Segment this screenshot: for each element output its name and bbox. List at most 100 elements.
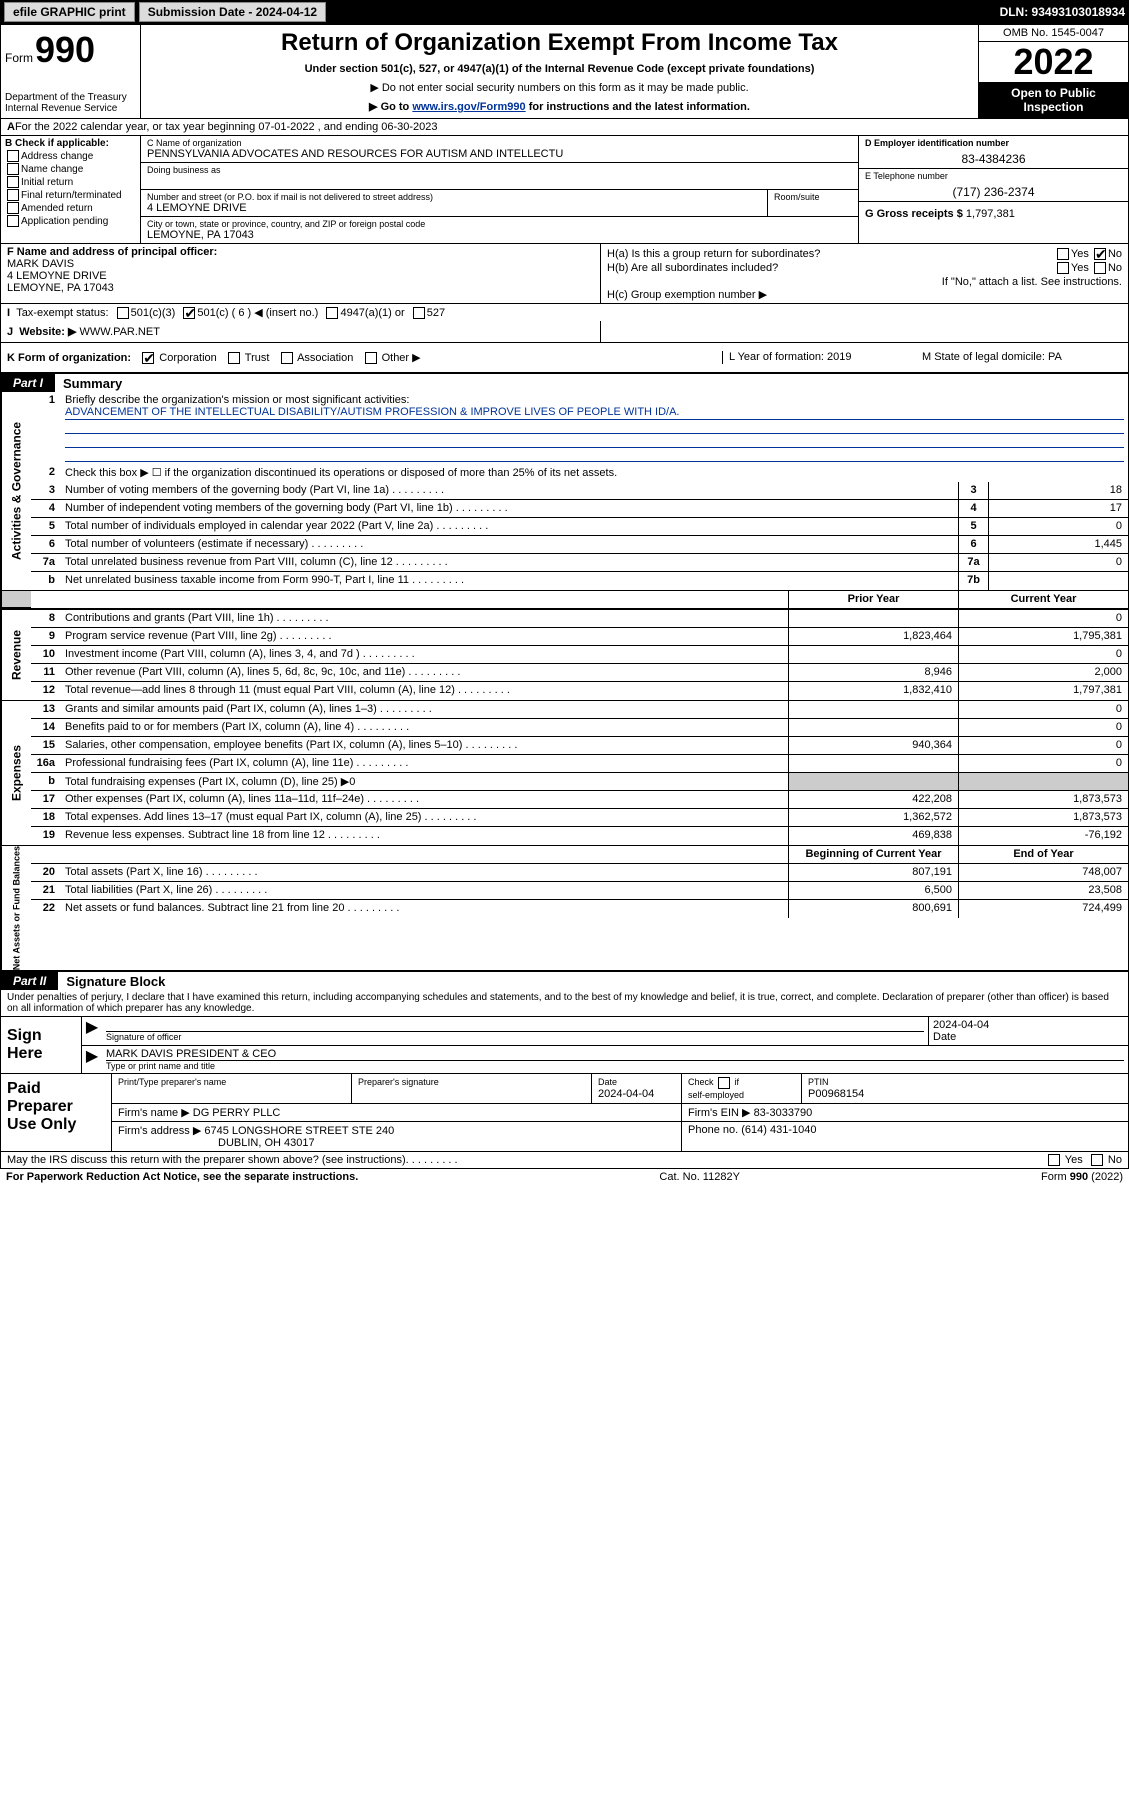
py-11: 8,946 [788, 664, 958, 681]
gov-val-4: 17 [988, 500, 1128, 517]
line-a: A For the 2022 calendar year, or tax yea… [0, 119, 1129, 136]
omb-number: OMB No. 1545-0047 [979, 25, 1128, 42]
dln-text: DLN: 93493103018934 [1000, 5, 1125, 19]
py-8 [788, 610, 958, 627]
firm-address: 6745 LONGSHORE STREET STE 240 [204, 1125, 394, 1137]
tab-net-assets: Net Assets or Fund Balances [1, 846, 31, 970]
py-15: 940,364 [788, 737, 958, 754]
gov-val-7b [988, 572, 1128, 590]
block-b: B Check if applicable: Address change Na… [1, 136, 141, 243]
checkbox-hb-no[interactable] [1094, 262, 1106, 274]
py-12: 1,832,410 [788, 682, 958, 700]
part2-header: Part II [1, 972, 58, 990]
cy-16a: 0 [958, 755, 1128, 772]
line-k-l-m: K Form of organization: Corporation Trus… [0, 343, 1129, 373]
checkbox-other[interactable] [365, 352, 377, 364]
submission-date-button[interactable]: Submission Date - 2024-04-12 [139, 2, 326, 22]
cy-22: 724,499 [958, 900, 1128, 918]
signature-block: Under penalties of perjury, I declare th… [0, 990, 1129, 1152]
cy-20: 748,007 [958, 864, 1128, 881]
checkbox-app-pending[interactable] [7, 215, 19, 227]
checkbox-corp[interactable] [142, 352, 154, 364]
block-c: C Name of organization PENNSYLVANIA ADVO… [141, 136, 858, 243]
cy-12: 1,797,381 [958, 682, 1128, 700]
dept-treasury: Department of the TreasuryInternal Reven… [5, 92, 136, 114]
checkbox-527[interactable] [413, 307, 425, 319]
col-current-year: Current Year [958, 591, 1128, 608]
checkbox-hb-yes[interactable] [1057, 262, 1069, 274]
org-name: PENNSYLVANIA ADVOCATES AND RESOURCES FOR… [147, 148, 852, 160]
py-20: 807,191 [788, 864, 958, 881]
tab-governance: Activities & Governance [1, 392, 31, 590]
street-address: 4 LEMOYNE DRIVE [147, 202, 761, 214]
efile-print-button[interactable]: efile GRAPHIC print [4, 2, 135, 22]
line-j: J Website: ▶ WWW.PAR.NET [1, 321, 601, 342]
checkbox-ha-yes[interactable] [1057, 248, 1069, 260]
checkbox-501c3[interactable] [117, 307, 129, 319]
block-h: H(a) Is this a group return for subordin… [601, 244, 1128, 303]
checkbox-address-change[interactable] [7, 150, 19, 162]
may-irs-discuss: May the IRS discuss this return with the… [0, 1152, 1129, 1169]
mission-text: ADVANCEMENT OF THE INTELLECTUAL DISABILI… [65, 406, 1124, 420]
py-13 [788, 701, 958, 718]
checkbox-self-employed[interactable] [718, 1077, 730, 1089]
checkbox-amended[interactable] [7, 202, 19, 214]
cy-10: 0 [958, 646, 1128, 663]
summary-section: Activities & Governance 1 Briefly descri… [0, 392, 1129, 971]
cy-13: 0 [958, 701, 1128, 718]
cy-21: 23,508 [958, 882, 1128, 899]
open-inspection: Open to PublicInspection [979, 82, 1128, 118]
gov-val-3: 18 [988, 482, 1128, 499]
cy-17: 1,873,573 [958, 791, 1128, 808]
checkbox-501c[interactable] [183, 307, 195, 319]
col-prior-year: Prior Year [788, 591, 958, 608]
py-22: 800,691 [788, 900, 958, 918]
sign-here-label: SignHere [1, 1017, 81, 1073]
cy-b [958, 773, 1128, 790]
checkbox-ha-no[interactable] [1094, 248, 1106, 260]
col-end-year: End of Year [958, 846, 1128, 863]
py-10 [788, 646, 958, 663]
py-19: 469,838 [788, 827, 958, 845]
cy-14: 0 [958, 719, 1128, 736]
checkbox-discuss-no[interactable] [1091, 1154, 1103, 1166]
form-number: Form 990 [5, 29, 136, 71]
checkbox-4947[interactable] [326, 307, 338, 319]
col-beg-year: Beginning of Current Year [788, 846, 958, 863]
py-b [788, 773, 958, 790]
paid-preparer-label: PaidPreparerUse Only [1, 1074, 111, 1151]
py-14 [788, 719, 958, 736]
gov-val-7a: 0 [988, 554, 1128, 571]
city-state-zip: LEMOYNE, PA 17043 [147, 229, 852, 241]
py-17: 422,208 [788, 791, 958, 808]
line-i: I Tax-exempt status: 501(c)(3) 501(c) ( … [0, 304, 1129, 321]
instructions-link[interactable]: ▶ Go to www.irs.gov/Form990 for instruct… [149, 100, 970, 113]
checkbox-final-return[interactable] [7, 189, 19, 201]
py-16a [788, 755, 958, 772]
tax-year: 2022 [979, 42, 1128, 82]
officer-name: MARK DAVIS PRESIDENT & CEO [106, 1048, 1124, 1060]
part1-title: Summary [55, 376, 122, 391]
cy-8: 0 [958, 610, 1128, 627]
checkbox-trust[interactable] [228, 352, 240, 364]
checkbox-initial-return[interactable] [7, 176, 19, 188]
block-f: F Name and address of principal officer:… [1, 244, 601, 303]
form-subtitle: Under section 501(c), 527, or 4947(a)(1)… [149, 63, 970, 75]
ptin-value: P00968154 [808, 1088, 864, 1100]
checkbox-assoc[interactable] [281, 352, 293, 364]
firm-ein: 83-3033790 [754, 1107, 813, 1119]
perjury-declaration: Under penalties of perjury, I declare th… [1, 990, 1128, 1017]
py-21: 6,500 [788, 882, 958, 899]
form-title: Return of Organization Exempt From Incom… [149, 29, 970, 57]
part1-header: Part I [1, 374, 55, 392]
checkbox-discuss-yes[interactable] [1048, 1154, 1060, 1166]
sig-date: 2024-04-04 [933, 1019, 1124, 1031]
form-header: Form 990 Department of the TreasuryInter… [0, 24, 1129, 119]
cy-15: 0 [958, 737, 1128, 754]
gov-val-5: 0 [988, 518, 1128, 535]
telephone-value: (717) 236-2374 [865, 181, 1122, 199]
top-bar: efile GRAPHIC print Submission Date - 20… [0, 0, 1129, 24]
checkbox-name-change[interactable] [7, 163, 19, 175]
block-d-e-g: D Employer identification number 83-4384… [858, 136, 1128, 243]
firm-name: DG PERRY PLLC [193, 1107, 281, 1119]
